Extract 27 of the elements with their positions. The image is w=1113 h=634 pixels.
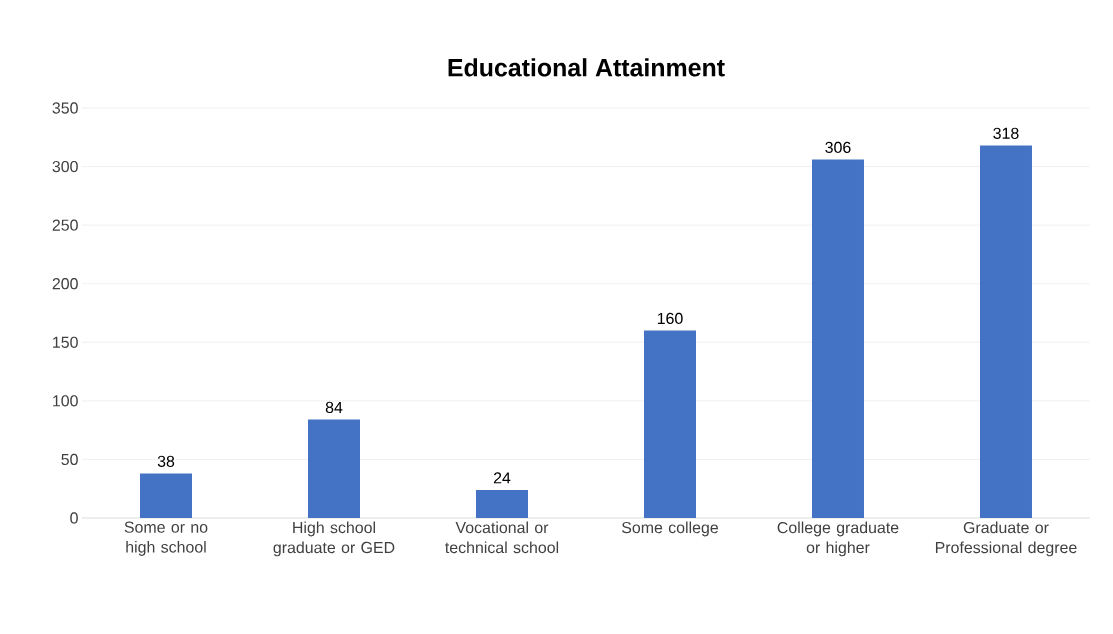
bar	[643, 330, 696, 518]
bar	[979, 145, 1032, 518]
x-tick-label: Vocational or technical school	[445, 521, 559, 554]
data-label: 84	[325, 401, 343, 414]
x-tick-label: High school graduate or GED	[273, 521, 395, 557]
data-label: 160	[657, 312, 683, 325]
y-tick-label: 100	[53, 395, 78, 407]
y-tick-label: 250	[52, 219, 78, 231]
y-tick-label: 350	[52, 102, 78, 114]
y-tick-label: 0	[70, 512, 78, 524]
bar	[140, 473, 192, 518]
x-tick-label: Some college	[621, 521, 718, 537]
chart-title: Educational Attainment	[448, 58, 725, 77]
x-tick-label: Graduate or Professional degree	[935, 521, 1077, 557]
y-tick-label: 50	[61, 453, 78, 466]
x-tick-label: Some or no high school	[124, 521, 208, 556]
data-label: 24	[493, 472, 511, 484]
y-tick-label: 300	[52, 160, 78, 173]
bar	[811, 159, 864, 518]
bar	[475, 489, 528, 518]
x-tick-label: College graduate or higher	[777, 521, 899, 557]
data-label: 306	[825, 141, 851, 154]
data-label: 318	[993, 127, 1019, 139]
data-label: 38	[157, 455, 175, 467]
y-tick-label: 200	[52, 278, 78, 290]
y-tick-label: 150	[53, 336, 78, 348]
bar	[308, 419, 360, 518]
